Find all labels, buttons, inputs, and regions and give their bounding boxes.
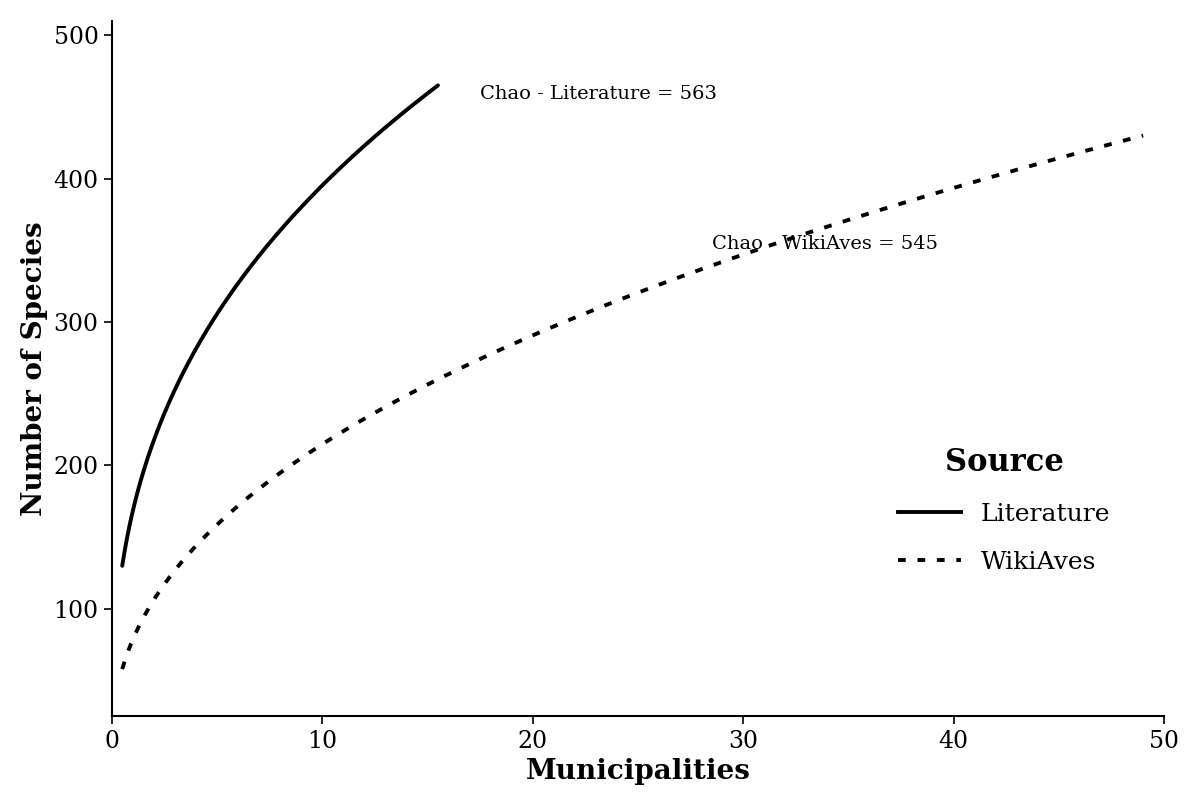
Literature (265, 235, 280, 244)
Line: Literature: Literature (122, 85, 438, 566)
WikiAves (1111, 137, 1126, 147)
WikiAves (606, 297, 620, 307)
WikiAves (667, 274, 682, 284)
X-axis label: Municipalities: Municipalities (526, 758, 750, 785)
Literature (424, 86, 438, 96)
Literature (266, 233, 281, 243)
Y-axis label: Number of Species: Number of Species (20, 222, 48, 516)
WikiAves (115, 664, 130, 674)
Literature (286, 211, 300, 221)
Legend: Literature, WikiAves: Literature, WikiAves (888, 437, 1120, 584)
WikiAves (952, 181, 966, 191)
Literature (302, 193, 317, 202)
Text: Chao - WikiAves = 545: Chao - WikiAves = 545 (712, 235, 937, 253)
WikiAves (1136, 131, 1151, 140)
Line: WikiAves: WikiAves (122, 135, 1144, 669)
Text: Chao - Literature = 563: Chao - Literature = 563 (480, 85, 718, 102)
Literature (115, 561, 130, 571)
WikiAves (600, 300, 614, 310)
Literature (374, 127, 389, 136)
Literature (431, 81, 445, 90)
WikiAves (722, 255, 737, 264)
